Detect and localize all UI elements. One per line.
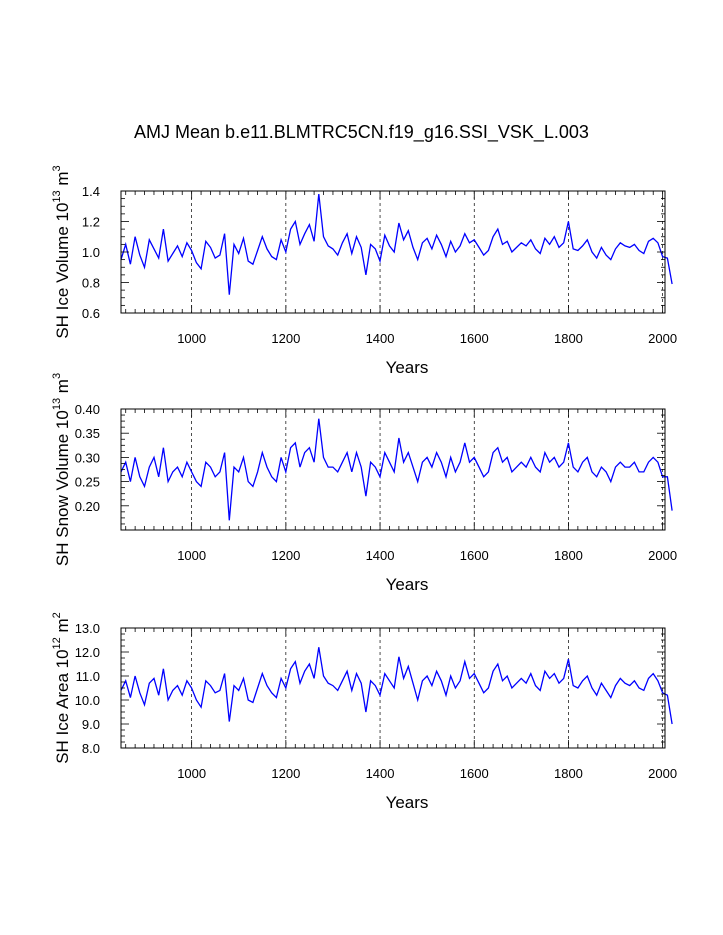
x-tick-label: 1000 bbox=[177, 766, 206, 781]
y-tick-label: 0.35 bbox=[75, 426, 100, 441]
y-axis-label: SH Ice Area 1012 m2 bbox=[51, 612, 72, 764]
x-tick-label: 1200 bbox=[271, 766, 300, 781]
y-tick-label: 9.0 bbox=[82, 717, 100, 732]
y-tick-label: 0.25 bbox=[75, 475, 100, 490]
panel-snow-volume: 1000 1200 1400 1600 1800 2000 0.20 0.25 0.30 0.35… bbox=[51, 373, 677, 594]
y-tick-label: 10.0 bbox=[75, 693, 100, 708]
x-tick-label: 1200 bbox=[271, 548, 300, 563]
y-axis-label: SH Snow Volume 1013 m3 bbox=[51, 373, 72, 566]
y-tick-label: 0.40 bbox=[75, 402, 100, 417]
y-tick-label: 1.2 bbox=[82, 215, 100, 230]
x-tick-label: 1600 bbox=[460, 766, 489, 781]
panel-ice-area: 1000 1200 1400 1600 1800 2000 8.0 9.0 10.0 11.0 12… bbox=[51, 612, 677, 812]
x-tick-label: 1600 bbox=[460, 548, 489, 563]
x-tick-label: 1800 bbox=[554, 331, 583, 346]
y-tick-label: 13.0 bbox=[75, 621, 100, 636]
x-tick-label: 1600 bbox=[460, 331, 489, 346]
series-line bbox=[120, 194, 673, 295]
x-tick-label: 1800 bbox=[554, 766, 583, 781]
y-tick-label: 0.6 bbox=[82, 306, 100, 321]
y-tick-label: 1.0 bbox=[82, 245, 100, 260]
y-tick-label: 8.0 bbox=[82, 741, 100, 756]
panel-ice-volume: 1000 1200 1400 1600 1800 2000 0.6 0.8 1.0 1.2 1.4 Y… bbox=[51, 165, 677, 377]
page-title: AMJ Mean b.e11.BLMTRC5CN.f19_g16.SSI_VSK… bbox=[134, 122, 589, 142]
y-tick-label: 11.0 bbox=[76, 669, 100, 684]
x-tick-label: 1400 bbox=[366, 548, 395, 563]
x-tick-label: 2000 bbox=[648, 766, 677, 781]
y-tick-label: 0.30 bbox=[75, 450, 100, 465]
plot-frame bbox=[120, 627, 666, 749]
x-tick-label: 1400 bbox=[366, 331, 395, 346]
y-tick-label: 0.8 bbox=[82, 276, 100, 291]
x-tick-label: 2000 bbox=[648, 548, 677, 563]
x-axis-label: Years bbox=[386, 793, 429, 812]
x-axis-label: Years bbox=[386, 358, 429, 377]
x-tick-label: 1800 bbox=[554, 548, 583, 563]
series-line bbox=[120, 418, 673, 521]
y-tick-label: 12.0 bbox=[75, 645, 100, 660]
y-axis-label: SH Ice Volume 1013 m3 bbox=[51, 165, 72, 338]
y-tick-label: 1.4 bbox=[82, 184, 100, 199]
x-tick-label: 1200 bbox=[271, 331, 300, 346]
plot-frame bbox=[120, 190, 666, 314]
x-tick-label: 1400 bbox=[366, 766, 395, 781]
x-axis-label: Years bbox=[386, 575, 429, 594]
x-tick-label: 2000 bbox=[648, 331, 677, 346]
series-line bbox=[120, 647, 673, 725]
x-tick-label: 1000 bbox=[177, 548, 206, 563]
x-tick-label: 1000 bbox=[177, 331, 206, 346]
y-tick-label: 0.20 bbox=[75, 499, 100, 514]
